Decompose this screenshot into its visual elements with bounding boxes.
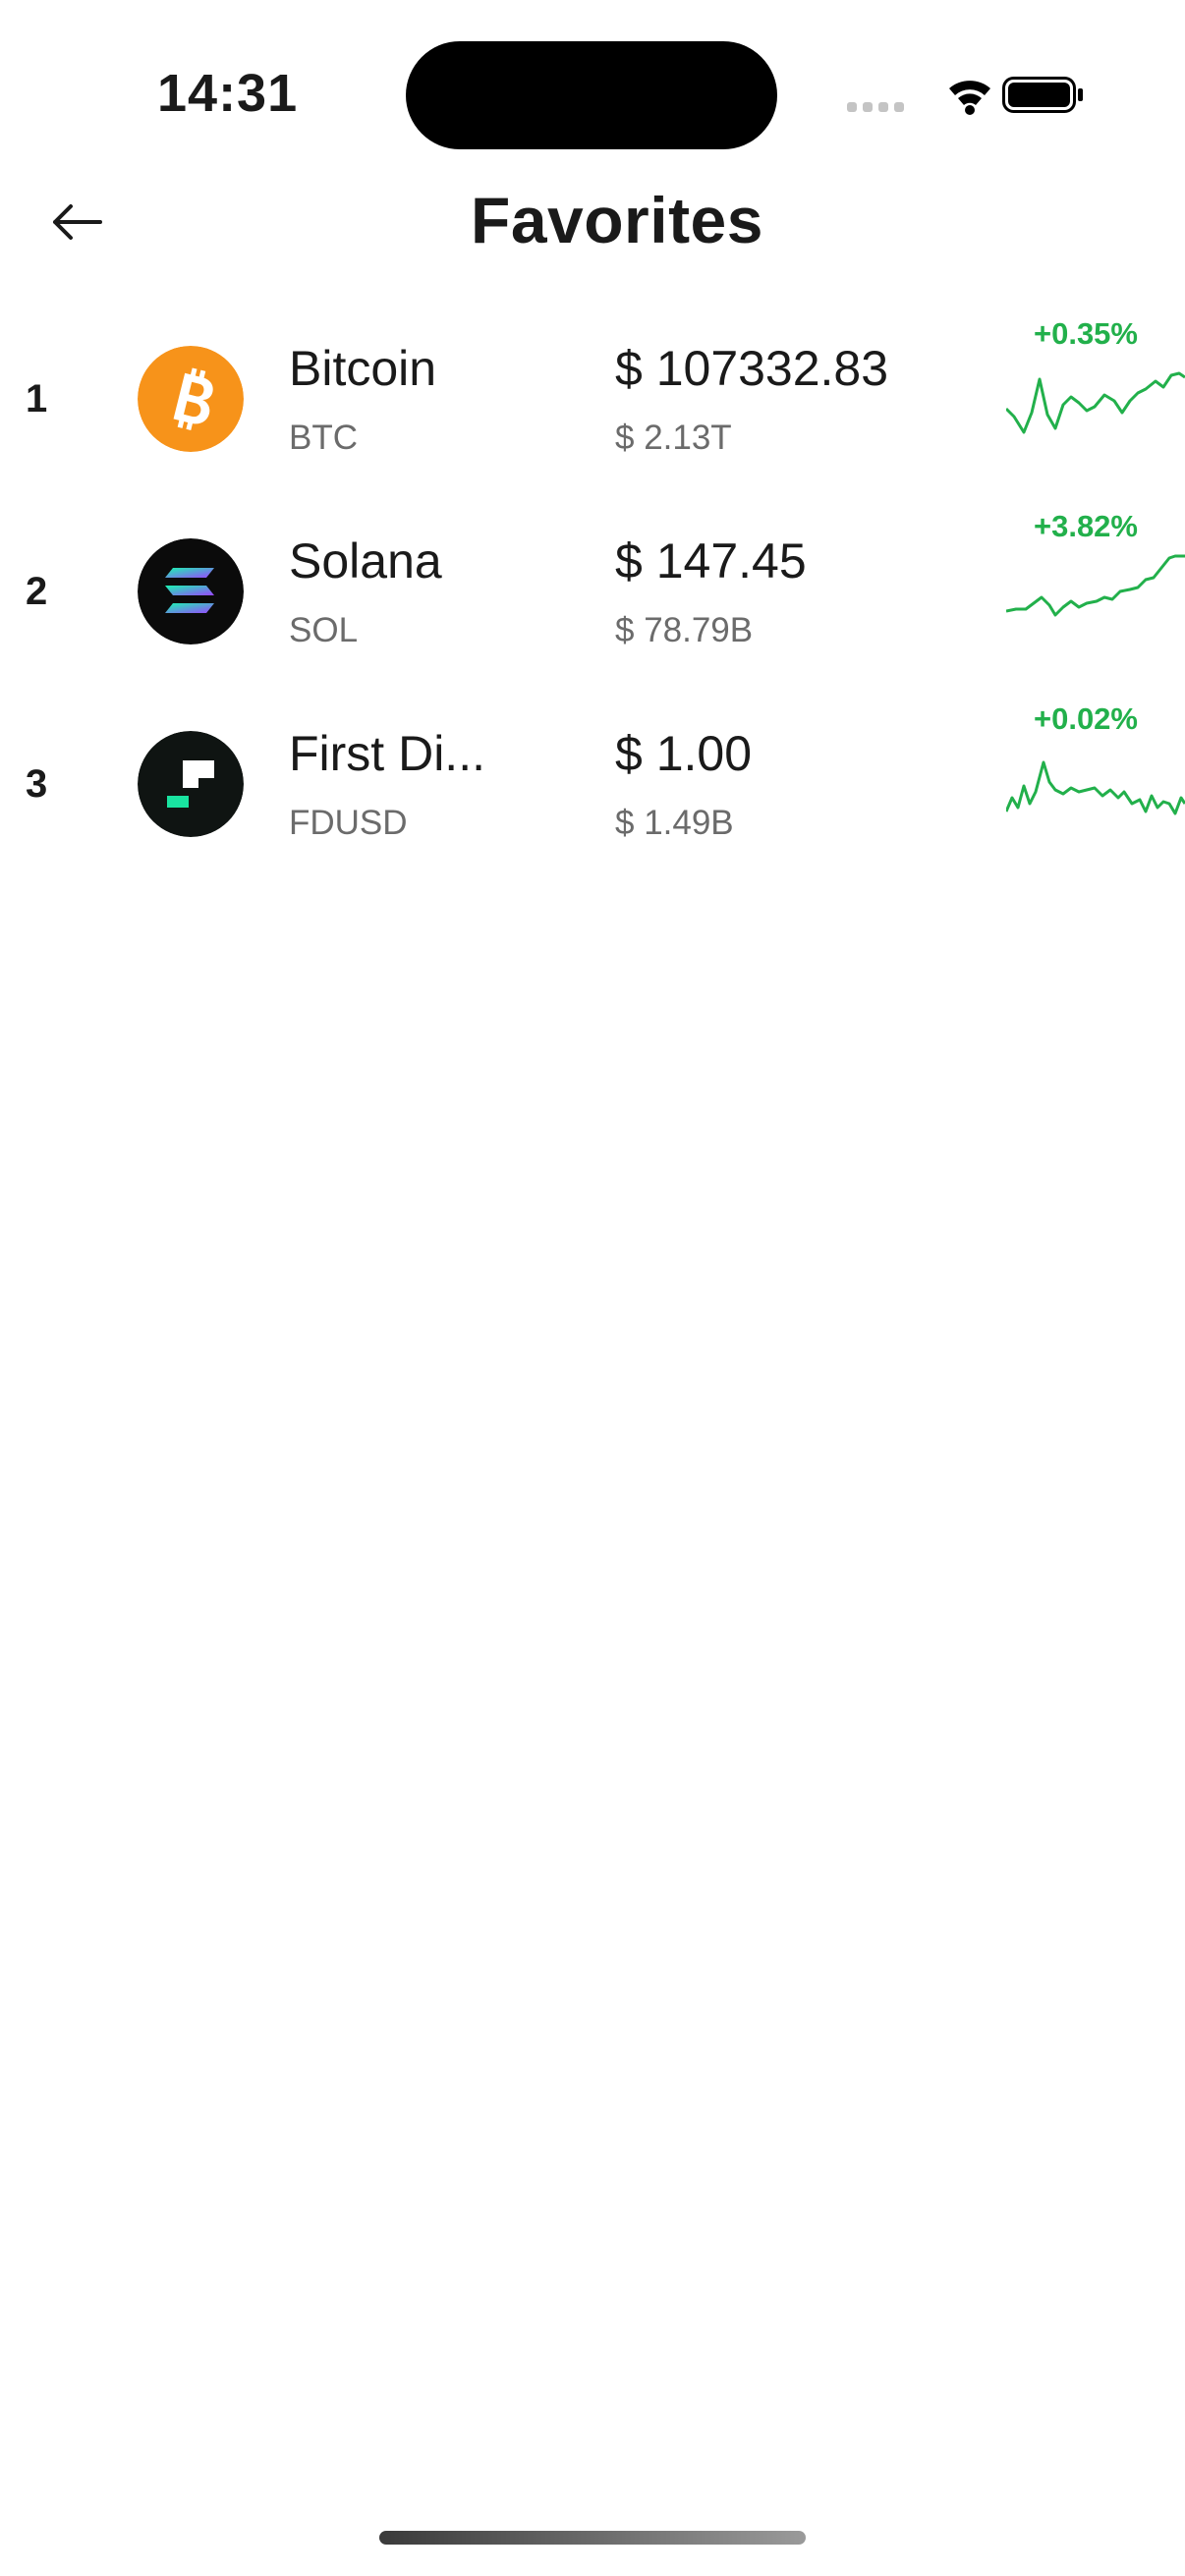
rank-number: 1 — [26, 377, 48, 420]
status-time: 14:31 — [157, 64, 299, 123]
list-item-solana[interactable]: 2 Solana SOL $ 147.45 $ 78.79B +3.82% — [0, 495, 1185, 688]
arrow-left-icon — [53, 204, 102, 240]
coin-price: $ 1.00 — [615, 726, 753, 781]
coin-price: $ 147.45 — [615, 533, 807, 588]
rank-number: 2 — [26, 570, 48, 613]
home-indicator[interactable] — [379, 2531, 806, 2545]
page-title: Favorites — [471, 184, 763, 256]
status-icons — [847, 67, 1083, 126]
bitcoin-logo-icon — [138, 346, 244, 452]
rank-number: 3 — [26, 762, 48, 806]
coin-market-cap: $ 1.49B — [615, 804, 734, 842]
price-change: +3.82% — [1033, 509, 1138, 543]
coin-market-cap: $ 78.79B — [615, 611, 754, 649]
coin-symbol: BTC — [289, 419, 358, 457]
coin-symbol: FDUSD — [289, 804, 408, 842]
battery-icon — [1002, 77, 1083, 113]
cellular-signal-icon — [847, 102, 904, 112]
dynamic-island — [406, 41, 777, 149]
price-change: +0.02% — [1033, 701, 1138, 736]
sparkline-chart — [1006, 371, 1185, 434]
coin-symbol: SOL — [289, 611, 359, 649]
coin-name: Solana — [289, 533, 442, 588]
coin-market-cap: $ 2.13T — [615, 419, 732, 457]
list-item-bitcoin[interactable]: 1 Bitcoin BTC $ 107332.83 $ 2.13T +0.35% — [0, 303, 1185, 495]
wifi-icon — [949, 81, 990, 115]
coin-name: Bitcoin — [289, 341, 437, 396]
first-digital-logo-icon — [138, 731, 244, 837]
price-change: +0.35% — [1033, 316, 1138, 351]
coin-price: $ 107332.83 — [615, 341, 889, 396]
back-button[interactable] — [41, 187, 112, 257]
solana-logo-icon — [138, 538, 244, 644]
coin-name: First Di... — [289, 726, 485, 781]
sparkline-chart — [1006, 760, 1185, 815]
list-item-first-digital[interactable]: 3 First Di... FDUSD $ 1.00 $ 1.49B +0.02… — [0, 688, 1185, 880]
sparkline-chart — [1006, 554, 1185, 617]
